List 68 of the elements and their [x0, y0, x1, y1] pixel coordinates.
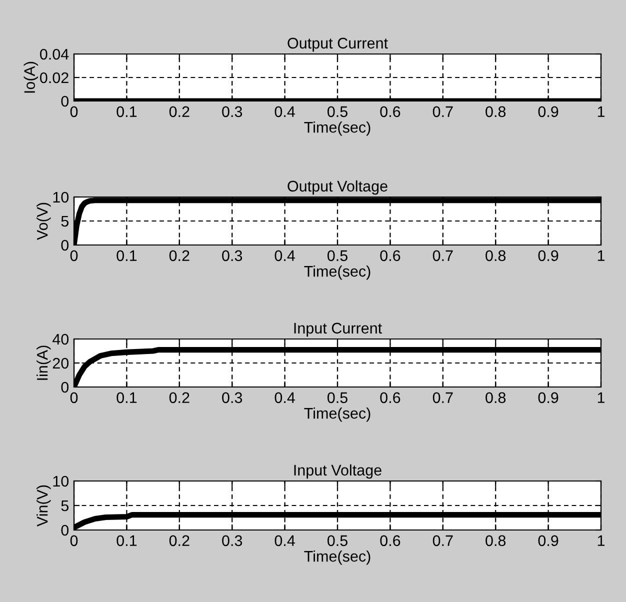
x-tick-label: 0.1	[116, 106, 137, 118]
x-tick-label: 0	[70, 106, 78, 118]
x-tick-label: 0.7	[432, 250, 453, 262]
x-tick-label: 0.9	[538, 106, 558, 118]
y-tick-label: 40	[52, 334, 69, 345]
x-tick-label: 0.9	[538, 535, 558, 546]
chart-title: Input Voltage	[294, 464, 382, 479]
x-tick-label: 0.3	[222, 106, 242, 118]
x-axis-title: Time(sec)	[304, 121, 370, 136]
y-axis-title: Vin(V)	[36, 485, 51, 527]
x-tick-label: 0.1	[116, 535, 137, 546]
x-tick-label: 1	[598, 250, 605, 261]
x-tick-label: 0.5	[327, 250, 348, 262]
y-tick-label: 10	[53, 192, 69, 203]
y-axis-title: Io(A)	[24, 62, 38, 93]
x-tick-label: 0.2	[169, 535, 190, 546]
x-tick-label: 0.5	[327, 106, 348, 118]
y-tick-label: 0.04	[40, 48, 69, 60]
x-tick-label: 0.3	[222, 392, 242, 404]
y-tick-label: 0	[61, 524, 69, 536]
x-tick-label: 0.6	[380, 535, 400, 546]
y-tick-label: 0.02	[40, 72, 68, 84]
x-tick-label: 0	[70, 535, 78, 546]
x-tick-label: 0.5	[327, 535, 348, 546]
y-tick-label: 5	[61, 500, 68, 512]
x-tick-label: 0.2	[169, 106, 190, 118]
x-tick-label: 0	[70, 392, 78, 404]
x-tick-label: 0.8	[486, 535, 506, 546]
x-tick-label: 0.2	[169, 392, 190, 404]
x-tick-label: 0.1	[116, 250, 137, 262]
x-axis-title: Time(sec)	[304, 550, 370, 565]
x-tick-label: 0.8	[486, 392, 506, 404]
y-tick-label: 0	[61, 96, 69, 107]
x-tick-label: 1	[598, 535, 605, 546]
x-tick-label: 0.4	[274, 106, 295, 118]
x-tick-label: 0.4	[274, 535, 295, 546]
x-tick-label: 0.2	[169, 250, 190, 262]
y-tick-label: 0	[61, 382, 69, 393]
x-tick-label: 0.3	[222, 250, 242, 262]
x-tick-label: 0.6	[380, 106, 400, 118]
x-tick-label: 0.4	[274, 250, 295, 262]
y-axis-title: Vo(V)	[36, 202, 51, 240]
x-tick-label: 0.3	[222, 535, 242, 546]
x-tick-label: 0.6	[380, 250, 400, 262]
x-tick-label: 0.9	[538, 250, 558, 262]
x-tick-label: 0.5	[327, 392, 348, 404]
x-tick-label: 1	[598, 106, 605, 117]
chart-title: Input Current	[294, 322, 382, 337]
x-tick-label: 0.8	[486, 250, 506, 262]
x-tick-label: 0.4	[274, 392, 295, 404]
x-tick-label: 0.8	[486, 106, 506, 118]
chart-title: Output Voltage	[288, 180, 388, 195]
x-tick-label: 1	[598, 392, 605, 403]
y-tick-label: 0	[61, 240, 69, 251]
y-tick-label: 20	[52, 358, 69, 369]
x-tick-label: 0.6	[380, 392, 400, 404]
y-tick-label: 10	[53, 476, 69, 487]
x-tick-label: 0.7	[432, 535, 453, 546]
x-axis-title: Time(sec)	[304, 265, 370, 280]
x-tick-label: 0.7	[432, 106, 453, 118]
x-axis-title: Time(sec)	[304, 407, 370, 422]
x-tick-label: 0.9	[538, 392, 558, 404]
chart-title: Output Current	[288, 38, 388, 52]
y-axis-title: Iin(A)	[36, 346, 51, 380]
x-tick-label: 0.1	[116, 392, 137, 404]
y-tick-label: 5	[61, 216, 68, 227]
x-tick-label: 0.7	[432, 392, 453, 404]
x-tick-label: 0	[70, 250, 78, 262]
